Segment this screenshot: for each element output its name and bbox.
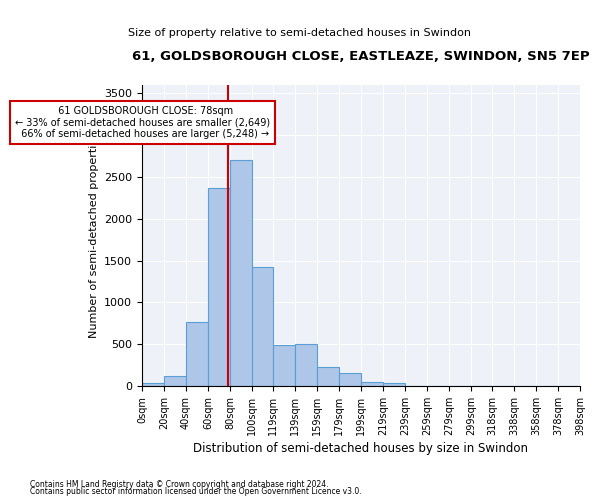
Text: 61 GOLDSBOROUGH CLOSE: 78sqm
← 33% of semi-detached houses are smaller (2,649)
 : 61 GOLDSBOROUGH CLOSE: 78sqm ← 33% of se… bbox=[15, 106, 270, 139]
Bar bbox=[339, 374, 361, 386]
Title: 61, GOLDSBOROUGH CLOSE, EASTLEAZE, SWINDON, SN5 7EP: 61, GOLDSBOROUGH CLOSE, EASTLEAZE, SWIND… bbox=[132, 50, 590, 63]
Bar bbox=[383, 384, 405, 386]
Bar bbox=[295, 344, 317, 386]
Text: Contains HM Land Registry data © Crown copyright and database right 2024.: Contains HM Land Registry data © Crown c… bbox=[30, 480, 329, 489]
Text: Size of property relative to semi-detached houses in Swindon: Size of property relative to semi-detach… bbox=[128, 28, 472, 38]
Bar bbox=[273, 345, 295, 386]
Bar bbox=[317, 366, 339, 386]
Bar bbox=[186, 322, 208, 386]
Bar bbox=[208, 188, 230, 386]
Bar bbox=[142, 384, 164, 386]
Bar bbox=[361, 382, 383, 386]
Text: Contains public sector information licensed under the Open Government Licence v3: Contains public sector information licen… bbox=[30, 487, 362, 496]
Y-axis label: Number of semi-detached properties: Number of semi-detached properties bbox=[89, 132, 98, 338]
Bar bbox=[252, 267, 273, 386]
X-axis label: Distribution of semi-detached houses by size in Swindon: Distribution of semi-detached houses by … bbox=[193, 442, 529, 455]
Bar bbox=[230, 160, 252, 386]
Bar bbox=[164, 376, 186, 386]
